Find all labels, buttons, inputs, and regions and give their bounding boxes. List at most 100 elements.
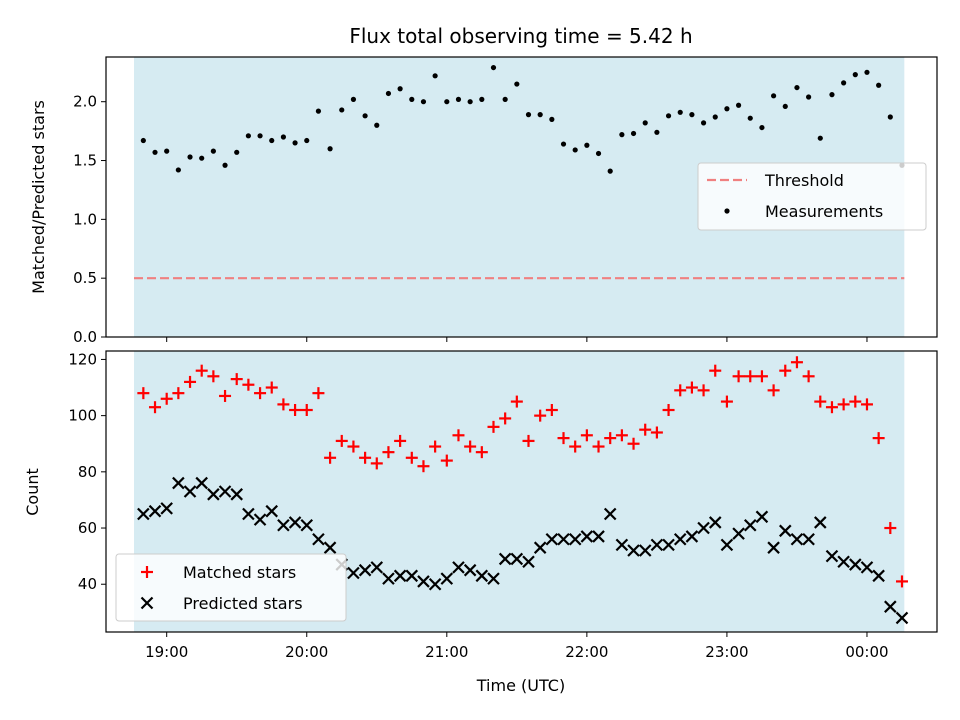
measurement-point <box>549 116 555 122</box>
predicted-star-point <box>673 532 687 546</box>
predicted-star-point <box>825 549 839 563</box>
matched-star-point <box>709 364 722 377</box>
matched-star-point <box>184 375 197 388</box>
predicted-star-point <box>557 532 570 546</box>
measurement-point <box>841 80 847 86</box>
matched-star-point <box>510 395 523 408</box>
predicted-star-point <box>743 518 757 532</box>
top-panel: 0.00.51.01.52.0 Matched/Predicted stars … <box>29 56 938 346</box>
predicted-star-point <box>697 521 710 535</box>
measurement-point <box>572 147 578 153</box>
measurement-point <box>292 140 298 146</box>
matched-star-point <box>732 370 745 383</box>
measurement-point <box>817 135 823 141</box>
measurement-point <box>420 99 427 105</box>
predicted-star-point <box>300 518 314 532</box>
measurement-point <box>689 112 695 118</box>
predicted-star-point <box>172 476 185 490</box>
measurement-point <box>140 137 146 144</box>
x-tick-label: 21:00 <box>425 643 468 661</box>
top-y-tick-label: 0.5 <box>73 269 97 287</box>
predicted-star-point <box>638 544 652 557</box>
top-y-tick-label: 1.5 <box>73 152 97 170</box>
measurement-point <box>700 120 707 126</box>
top-y-tick-label: 1.0 <box>73 210 97 228</box>
x-tick-label: 20:00 <box>285 643 328 661</box>
bottom-panel: 40 60 80 100 120 19:00 20:00 21:00 22:00 23:00 00… <box>23 350 938 695</box>
measurement-point <box>304 137 310 144</box>
predicted-star-point <box>323 541 337 554</box>
x-tick-label: 23:00 <box>705 643 748 661</box>
measurement-point <box>864 69 870 75</box>
predicted-star-point <box>860 561 874 574</box>
predicted-star-point <box>183 485 197 498</box>
measurement-point <box>887 114 893 120</box>
matched-star-point <box>814 395 827 408</box>
measurement-point <box>467 99 473 105</box>
measurement-point <box>397 86 403 92</box>
measurement-point <box>280 134 287 140</box>
measurement-point <box>677 109 683 115</box>
measurement-point <box>152 149 158 155</box>
matched-star-point <box>662 404 675 417</box>
matched-star-point <box>872 432 885 445</box>
matched-star-point <box>405 451 418 464</box>
bottom-y-axis-label: Count <box>23 468 42 516</box>
matched-star-point <box>755 370 768 383</box>
top-y-ticks: 0.0 0.5 1.0 1.5 2.0 <box>73 93 106 346</box>
matched-star-point <box>242 378 255 391</box>
predicted-star-point <box>207 488 220 501</box>
measurement-point <box>665 113 672 119</box>
top-y-tick-label: 2.0 <box>73 93 97 111</box>
matched-star-point <box>312 387 325 400</box>
predicted-star-point <box>568 532 582 546</box>
predicted-star-point <box>662 538 675 552</box>
matched-star-point <box>522 434 535 447</box>
matched-star-point <box>790 356 803 369</box>
matched-star-point <box>429 440 442 453</box>
matched-star-point <box>779 364 792 377</box>
measurement-point <box>514 81 520 87</box>
measurement-point <box>350 96 357 102</box>
matched-star-point <box>265 381 278 394</box>
legend-predicted-label: Predicted stars <box>183 594 303 613</box>
measurement-point <box>537 112 543 118</box>
predicted-star-point <box>767 541 780 554</box>
x-axis-label: Time (UTC) <box>476 676 565 695</box>
matched-star-point <box>895 575 908 588</box>
measurement-point <box>806 94 812 100</box>
predicted-star-point <box>708 516 722 529</box>
measurement-point <box>175 167 181 173</box>
measurement-point <box>876 82 882 88</box>
predicted-star-point <box>814 516 827 529</box>
predicted-star-point <box>382 572 395 585</box>
predicted-star-point <box>732 527 745 540</box>
predicted-star-point <box>884 600 897 613</box>
matched-star-point <box>884 522 897 535</box>
predicted-star-point <box>615 538 629 552</box>
matched-star-point <box>557 432 570 445</box>
predicted-star-point <box>650 538 664 552</box>
matched-star-point <box>230 373 243 386</box>
matched-star-point <box>300 404 313 417</box>
measurement-point <box>584 142 590 148</box>
matched-star-point <box>254 387 267 400</box>
predicted-star-point <box>148 504 162 518</box>
bottom-y-tick-label: 120 <box>68 350 97 368</box>
predicted-star-point <box>277 518 290 532</box>
predicted-star-point <box>463 563 477 577</box>
measurement-point <box>619 132 625 138</box>
predicted-star-point <box>253 513 267 526</box>
measurement-point <box>245 133 251 139</box>
bottom-axes-frame <box>105 350 938 633</box>
predicted-star-point <box>685 530 699 543</box>
matched-star-point <box>207 370 220 383</box>
predicted-star-point <box>545 532 559 546</box>
predicted-star-point <box>498 552 512 566</box>
measurement-point <box>409 96 415 102</box>
legend-matched-swatch <box>141 566 153 578</box>
measurement-point <box>455 96 462 102</box>
predicted-star-point <box>872 569 885 583</box>
measurement-point <box>595 150 602 157</box>
matched-star-point <box>499 412 512 425</box>
